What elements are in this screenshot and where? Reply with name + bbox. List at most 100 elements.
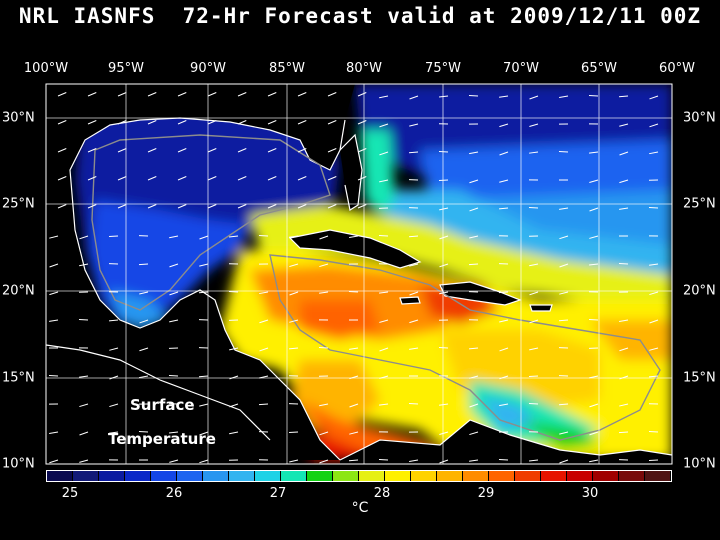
- wind-arrow: [297, 204, 307, 209]
- wind-arrow: [229, 431, 239, 435]
- wind-arrow: [297, 92, 307, 97]
- wind-arrow: [349, 431, 359, 435]
- wind-arrow: [319, 235, 329, 240]
- colorbar-cell: [229, 471, 255, 481]
- colorbar-tick-label: 26: [165, 486, 183, 501]
- wind-arrow: [177, 176, 187, 181]
- wind-arrow: [559, 459, 569, 464]
- wind-arrow: [619, 375, 629, 380]
- wind-arrow: [348, 459, 359, 462]
- wind-arrow: [439, 291, 449, 295]
- wind-arrow: [529, 291, 539, 296]
- wind-arrow: [648, 375, 659, 378]
- wind-arrow: [177, 92, 187, 97]
- wind-arrow: [357, 120, 367, 125]
- wind-arrow: [237, 204, 247, 209]
- wind-arrow: [327, 148, 337, 153]
- lon-label: 85°W: [269, 61, 305, 76]
- hispaniola: [440, 282, 520, 305]
- colorbar-tick-label: 27: [269, 486, 287, 501]
- wind-arrow: [79, 235, 89, 240]
- wind-arrow: [589, 235, 599, 239]
- wind-arrow: [379, 291, 389, 294]
- wind-arrow: [379, 319, 389, 323]
- wind-arrow: [79, 375, 89, 378]
- wind-arrow: [267, 204, 277, 209]
- wind-arrow: [409, 319, 419, 324]
- wind-arrow: [117, 92, 127, 97]
- wind-arrow: [87, 204, 97, 209]
- lat-label-right: 20°N: [683, 283, 716, 299]
- wind-arrow: [117, 148, 127, 153]
- colorbar-tick-label: 28: [373, 486, 391, 501]
- temperature-field: [75, 84, 672, 460]
- wind-arrow: [469, 459, 479, 462]
- wind-arrow: [288, 431, 299, 434]
- wind-arrow: [379, 403, 389, 406]
- wind-arrow: [49, 263, 59, 268]
- wind-arrow: [327, 120, 337, 125]
- colorbar-cell: [463, 471, 489, 481]
- colorbar-cell: [125, 471, 151, 481]
- wind-arrow: [559, 431, 569, 435]
- wind-arrow: [438, 346, 449, 349]
- wind-arrow: [147, 176, 157, 181]
- colorbar-cell: [203, 471, 229, 481]
- wind-arrow: [558, 150, 569, 153]
- overlay-label-surface: Surface: [130, 396, 195, 414]
- wind-arrow: [439, 403, 449, 406]
- wind-arrow: [147, 92, 157, 97]
- wind-arrow: [589, 459, 599, 463]
- wind-arrow: [198, 375, 209, 378]
- wind-arrow: [169, 459, 179, 463]
- wind-arrow: [207, 204, 217, 209]
- wind-arrow: [589, 207, 599, 212]
- wind-arrow: [649, 319, 659, 324]
- wind-arrow: [559, 207, 569, 210]
- wind-arrow: [297, 176, 307, 181]
- wind-arrow: [207, 92, 217, 97]
- wind-arrow: [258, 234, 269, 237]
- wind-arrow: [49, 431, 59, 435]
- lat-label-right: 25°N: [683, 196, 716, 212]
- wind-arrow: [469, 431, 479, 436]
- wind-arrow: [327, 92, 337, 97]
- lon-label: 90°W: [190, 61, 226, 76]
- wind-arrow: [469, 235, 479, 239]
- wind-arrow: [379, 347, 389, 352]
- wind-arrow: [297, 120, 307, 125]
- wind-arrow: [648, 459, 659, 462]
- lat-label-right: 10°N: [683, 456, 716, 472]
- wind-arrow: [589, 151, 599, 154]
- jamaica: [400, 297, 420, 304]
- wind-arrow: [469, 151, 479, 155]
- lat-label-left: 20°N: [2, 283, 35, 299]
- wind-arrow: [499, 375, 509, 380]
- colorbar-cell: [307, 471, 333, 481]
- wind-arrow: [529, 319, 539, 324]
- wind-arrow: [267, 120, 277, 125]
- wind-arrow: [169, 235, 179, 239]
- wind-arrow: [288, 347, 299, 350]
- colorbar-tick-label: 30: [581, 486, 599, 501]
- wind-arrow: [408, 402, 419, 405]
- wind-arrow: [379, 95, 389, 99]
- wind-arrow: [409, 95, 419, 100]
- colorbar-cell: [177, 471, 203, 481]
- wind-arrow: [79, 403, 89, 408]
- wind-arrow: [319, 263, 329, 268]
- colorbar-cell: [73, 471, 99, 481]
- wind-arrow: [109, 403, 119, 408]
- mainland: [46, 84, 355, 460]
- wind-arrow: [289, 319, 299, 323]
- wind-arrow: [439, 235, 449, 240]
- lon-label: 75°W: [425, 61, 461, 76]
- wind-arrow: [108, 319, 119, 322]
- wind-arrow: [439, 95, 449, 98]
- wind-arrow: [327, 204, 337, 209]
- colorbar-cell: [437, 471, 463, 481]
- lat-label-left: 15°N: [2, 370, 35, 386]
- colorbar-cell: [593, 471, 619, 481]
- wind-arrow: [49, 235, 59, 239]
- wind-arrow: [469, 179, 479, 184]
